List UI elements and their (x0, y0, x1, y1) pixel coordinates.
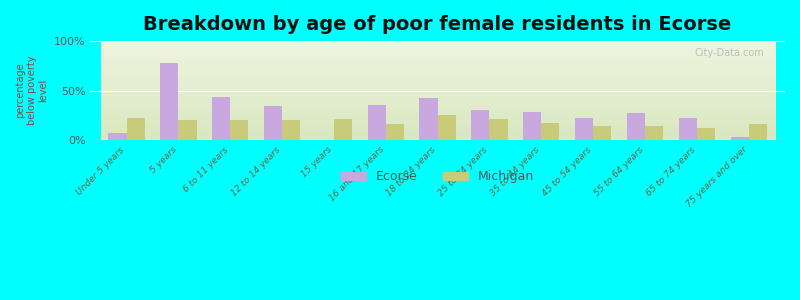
Bar (697, 128, 715, 140)
Bar (627, 113, 645, 140)
Bar (108, 133, 126, 140)
Title: Breakdown by age of poor female residents in Ecorse: Breakdown by age of poor female resident… (143, 15, 732, 34)
Bar (490, 119, 508, 140)
Bar (645, 126, 663, 140)
Bar (368, 104, 386, 140)
Bar (749, 124, 767, 140)
Bar (386, 124, 404, 140)
Bar (575, 118, 593, 140)
Bar (523, 112, 542, 140)
Bar (264, 106, 282, 140)
Y-axis label: percentage
below poverty
level: percentage below poverty level (15, 56, 48, 125)
Bar (471, 110, 490, 140)
Bar (334, 119, 352, 140)
Text: City-Data.com: City-Data.com (694, 48, 764, 58)
Legend: Ecorse, Michigan: Ecorse, Michigan (336, 165, 539, 188)
Bar (438, 116, 456, 140)
Bar (730, 137, 749, 140)
Bar (419, 98, 438, 140)
Bar (212, 97, 230, 140)
Bar (282, 120, 300, 140)
Bar (678, 118, 697, 140)
Bar (230, 120, 248, 140)
Bar (178, 120, 197, 140)
Bar (542, 123, 559, 140)
Bar (160, 63, 178, 140)
Bar (126, 118, 145, 140)
Bar (593, 126, 611, 140)
